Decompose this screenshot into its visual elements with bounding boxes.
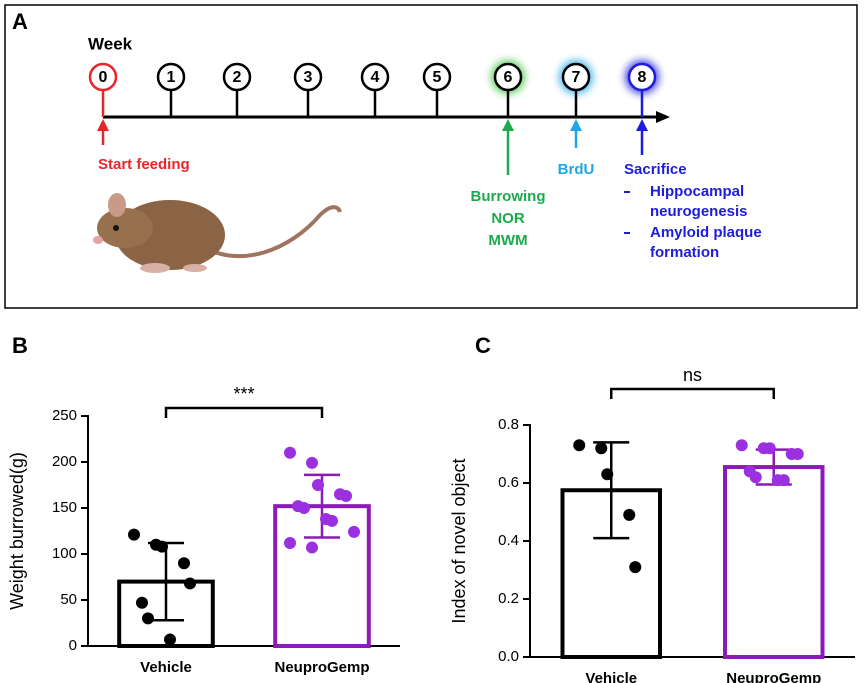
y-tick-label: 0.2 [498, 590, 519, 607]
bar [723, 465, 825, 659]
week-label: 2 [233, 69, 242, 86]
data-point [164, 633, 176, 646]
event-label: Burrowing [471, 188, 546, 205]
data-point [623, 508, 636, 521]
data-point [306, 456, 318, 469]
panel-label: B [12, 333, 28, 358]
x-tick-label: Vehicle [140, 659, 192, 676]
week-circle [222, 62, 252, 92]
data-point [184, 577, 196, 590]
week-label: 4 [371, 69, 380, 86]
panel-label: C [475, 333, 491, 358]
week-label: 0 [99, 69, 108, 86]
data-point [136, 596, 148, 609]
data-point [306, 541, 318, 554]
week-label: 1 [167, 69, 176, 86]
y-tick-label: 200 [52, 453, 77, 470]
error-bar [593, 441, 630, 540]
data-point [312, 479, 324, 491]
panel-frame [4, 4, 858, 309]
data-point [156, 540, 168, 553]
x-tick-label: Vehicle [585, 670, 637, 683]
data-point [763, 442, 776, 455]
y-tick-label: 0.8 [498, 416, 519, 433]
y-tick-label: 0.6 [498, 474, 519, 491]
data-point [777, 474, 790, 487]
data-point [142, 612, 154, 625]
week-label: 8 [638, 69, 647, 86]
week-circle [293, 62, 323, 92]
significance-label: *** [233, 384, 254, 404]
event-arrowhead [97, 119, 109, 131]
y-tick-label: 0.0 [498, 648, 519, 665]
week-circle [156, 62, 186, 92]
event-item: neurogenesis [650, 203, 748, 220]
event-label: MWM [488, 232, 527, 249]
event-item: Amyloid plaque [650, 224, 762, 241]
data-point [629, 561, 642, 574]
data-point [326, 514, 338, 527]
y-tick-label: 0.4 [498, 532, 519, 549]
data-point [178, 557, 190, 570]
week-label: 3 [304, 69, 313, 86]
data-point [348, 525, 360, 538]
data-point [601, 468, 614, 481]
event-arrowhead [502, 119, 514, 131]
data-point [595, 442, 608, 455]
axis-label: Week [88, 34, 133, 53]
data-point [749, 471, 762, 484]
week-label: 7 [572, 69, 581, 86]
x-tick-label: NeuproGemp [274, 659, 369, 676]
mouse [93, 193, 342, 273]
data-point [791, 448, 804, 460]
significance-label: ns [683, 365, 702, 385]
data-point [284, 446, 296, 459]
event-item: formation [650, 244, 719, 261]
y-axis-label: Index of novel object [449, 458, 469, 623]
y-tick-label: 50 [60, 591, 77, 608]
data-point [298, 502, 310, 514]
event-label: Start feeding [98, 156, 190, 173]
y-tick-label: 0 [69, 637, 77, 654]
y-tick-label: 100 [52, 545, 77, 562]
event-label: BrdU [558, 161, 595, 178]
week-label: 6 [504, 69, 513, 86]
y-axis-label: Weight burrowed(g) [7, 452, 27, 610]
week-circle [88, 62, 118, 92]
data-point [340, 490, 352, 503]
event-item: Hippocampal [650, 183, 744, 200]
arrowhead [656, 111, 670, 123]
x-tick-label: NeuproGemp [726, 670, 821, 683]
y-tick-label: 150 [52, 499, 77, 516]
week-label: 5 [433, 69, 442, 86]
significance-bracket [164, 406, 324, 418]
event-label: NOR [491, 210, 525, 227]
event-label: Sacrifice [624, 161, 687, 178]
timeline [103, 111, 670, 123]
data-point [128, 528, 140, 541]
week-circle [561, 62, 591, 92]
data-point [735, 439, 748, 452]
week-circle [627, 62, 657, 92]
week-circle [493, 62, 523, 92]
data-point [284, 536, 296, 549]
y-tick-label: 250 [52, 407, 77, 424]
panel-label: A [12, 9, 28, 34]
week-circle [360, 62, 390, 92]
significance-bracket [610, 387, 775, 399]
event-arrowhead [636, 119, 648, 131]
week-circle [422, 62, 452, 92]
data-point [573, 439, 586, 452]
event-arrowhead [570, 119, 582, 131]
